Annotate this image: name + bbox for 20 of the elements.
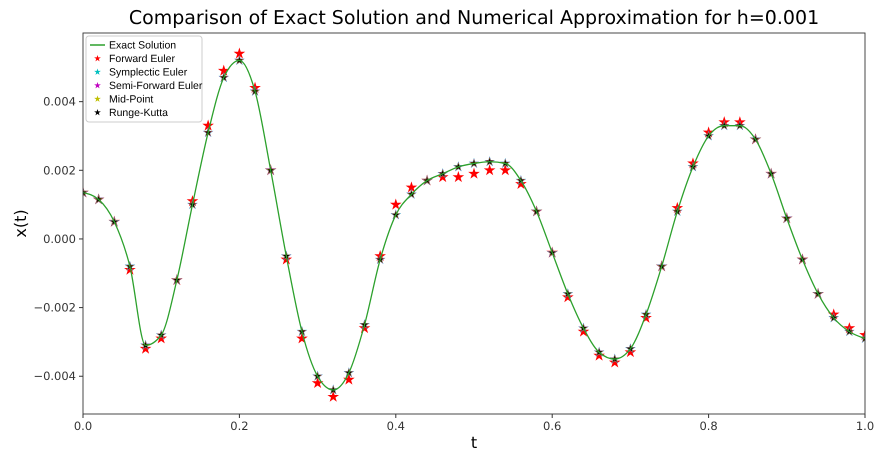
legend-label: Forward Euler xyxy=(109,53,176,65)
x-tick-label: 0.2 xyxy=(230,419,249,433)
y-tick-label: 0.004 xyxy=(43,94,76,109)
y-tick-label: −0.002 xyxy=(33,300,76,315)
chart-title: Comparison of Exact Solution and Numerical Approximation for h=0.001 xyxy=(128,7,820,29)
legend-label: Runge-Kutta xyxy=(109,107,168,119)
legend-label: Semi-Forward Euler xyxy=(109,80,203,92)
y-tick-label: 0.002 xyxy=(43,163,76,178)
legend-label: Symplectic Euler xyxy=(109,66,188,78)
legend-label: Exact Solution xyxy=(109,40,176,52)
x-tick-label: 0.0 xyxy=(74,419,92,433)
x-axis-title: t xyxy=(470,433,478,450)
y-tick-label: 0.000 xyxy=(43,232,76,246)
x-tick-label: 0.6 xyxy=(543,419,562,433)
x-tick-label: 1.0 xyxy=(856,419,874,433)
x-tick-label: 0.4 xyxy=(386,419,405,433)
y-axis-title: x(t) xyxy=(11,209,30,238)
legend-label: Mid-Point xyxy=(109,94,154,106)
y-tick-label: −0.004 xyxy=(33,369,76,384)
x-tick-label: 0.8 xyxy=(699,419,718,433)
